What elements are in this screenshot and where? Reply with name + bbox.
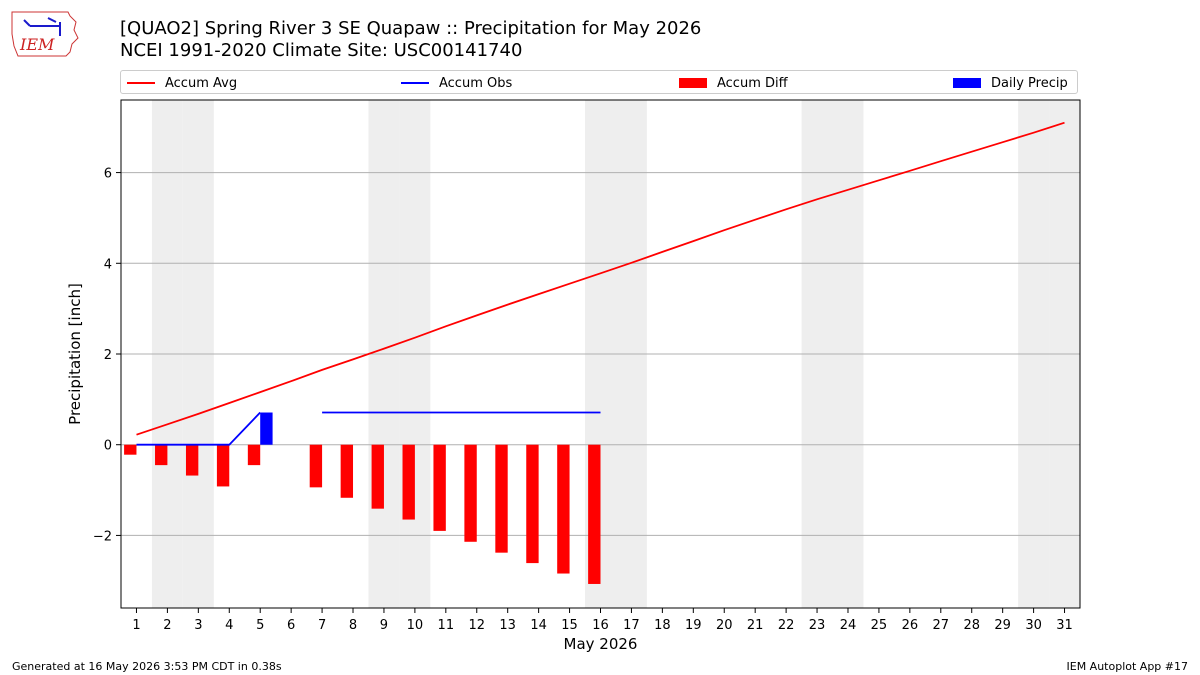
x-tick-label-29: 29 [994, 618, 1011, 633]
legend-label-daily-precip: Daily Precip [991, 75, 1068, 91]
y-axis-label: Precipitation [inch] [66, 283, 84, 425]
chart-legend: Accum Avg Accum Obs Accum Diff Daily Pre… [120, 70, 1078, 94]
logo-text: IEM [19, 35, 55, 54]
legend-item-daily-precip: Daily Precip [953, 74, 1068, 92]
legend-label-accum-diff: Accum Diff [717, 75, 788, 91]
legend-label-accum-avg: Accum Avg [165, 75, 238, 91]
y-tick-label--2: −2 [93, 529, 112, 544]
legend-swatch-accum-diff [679, 78, 707, 88]
y-tick-label-0: 0 [104, 439, 112, 454]
iem-logo: IEM [11, 11, 79, 57]
legend-item-accum-diff: Accum Diff [679, 74, 788, 92]
x-tick-label-9: 9 [380, 618, 388, 633]
accum-diff-bar-day-7 [309, 444, 323, 488]
x-tick-label-27: 27 [933, 618, 950, 633]
daily-precip-bar-day-5 [260, 412, 273, 445]
legend-label-accum-obs: Accum Obs [439, 75, 513, 91]
chart-title: [QUAO2] Spring River 3 SE Quapaw :: Prec… [120, 18, 702, 39]
x-tick-label-22: 22 [778, 618, 795, 633]
x-tick-label-18: 18 [654, 618, 671, 633]
y-tick-label-6: 6 [104, 167, 112, 182]
x-tick-label-30: 30 [1025, 618, 1042, 633]
x-tick-label-31: 31 [1056, 618, 1073, 633]
accum-diff-bar-day-16 [588, 444, 601, 584]
footer-app: IEM Autoplot App #17 [1066, 660, 1189, 673]
x-tick-label-21: 21 [747, 618, 764, 633]
legend-swatch-accum-avg [127, 82, 155, 84]
legend-swatch-daily-precip [953, 78, 981, 88]
legend-swatch-accum-obs [401, 82, 429, 84]
accum-diff-bar-day-2 [155, 444, 168, 466]
x-axis-label: May 2026 [564, 635, 638, 653]
accum-avg-line-segment-1 [136, 121, 1065, 436]
x-tick-label-10: 10 [407, 618, 424, 633]
x-tick-label-5: 5 [256, 618, 264, 633]
x-tick-label-19: 19 [685, 618, 702, 633]
x-tick-label-15: 15 [561, 618, 578, 633]
weather-station-icon [23, 17, 61, 36]
accum-diff-bar-day-15 [557, 444, 570, 574]
x-tick-label-7: 7 [318, 618, 326, 633]
x-tick-label-11: 11 [438, 618, 455, 633]
x-tick-label-28: 28 [963, 618, 980, 633]
x-tick-label-12: 12 [468, 618, 485, 633]
x-tick-label-6: 6 [287, 618, 295, 633]
accum-diff-bar-day-1 [124, 444, 137, 455]
accum-diff-bar-day-10 [402, 444, 415, 520]
accum-diff-bar-day-3 [185, 444, 199, 476]
x-tick-label-26: 26 [902, 618, 919, 633]
x-tick-label-23: 23 [809, 618, 826, 633]
y-tick-label-2: 2 [104, 348, 112, 363]
x-tick-label-24: 24 [840, 618, 857, 633]
accum-diff-bar-day-11 [433, 444, 446, 531]
x-tick-label-20: 20 [716, 618, 733, 633]
x-tick-label-8: 8 [349, 618, 357, 633]
accum-diff-bar-day-9 [371, 444, 384, 509]
x-tick-label-25: 25 [871, 618, 888, 633]
accum-diff-bar-day-14 [526, 444, 539, 564]
accum-diff-bar-day-13 [495, 444, 508, 553]
accum-diff-bar-day-5 [247, 444, 261, 466]
x-tick-label-2: 2 [163, 618, 171, 633]
y-tick-label-4: 4 [104, 257, 112, 272]
x-tick-label-14: 14 [530, 618, 547, 633]
accum-obs-line-segment-1 [136, 411, 261, 446]
x-tick-label-17: 17 [623, 618, 640, 633]
accum-diff-bar-day-8 [340, 444, 354, 498]
x-tick-label-13: 13 [499, 618, 516, 633]
accum-diff-bar-day-12 [464, 444, 477, 542]
x-tick-label-3: 3 [194, 618, 202, 633]
legend-item-accum-obs: Accum Obs [401, 74, 512, 92]
iowa-state-outline-icon [11, 11, 79, 57]
chart-subtitle: NCEI 1991-2020 Climate Site: USC00141740 [120, 40, 523, 61]
x-tick-label-16: 16 [592, 618, 609, 633]
legend-item-accum-avg: Accum Avg [127, 74, 237, 92]
x-tick-label-4: 4 [225, 618, 233, 633]
x-tick-label-1: 1 [132, 618, 140, 633]
footer-generated: Generated at 16 May 2026 3:53 PM CDT in … [12, 660, 282, 673]
accum-diff-bar-day-4 [216, 444, 230, 487]
